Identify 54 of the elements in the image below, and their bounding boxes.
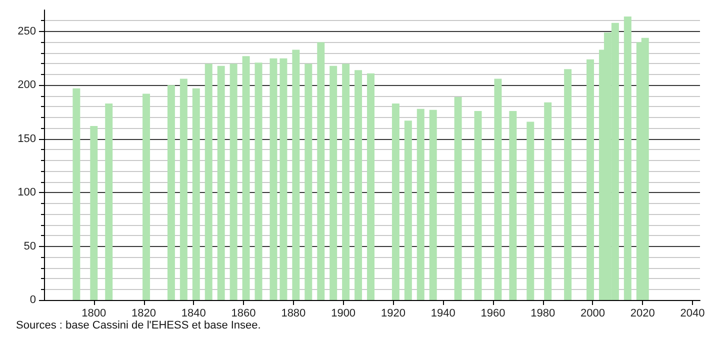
bar bbox=[105, 103, 113, 300]
x-tick-label: 1860 bbox=[231, 308, 256, 320]
y-tick-label: 200 bbox=[18, 79, 36, 92]
bar bbox=[367, 73, 374, 300]
x-tick-label: 2000 bbox=[580, 308, 605, 320]
bar bbox=[354, 70, 362, 300]
x-tick-label: 1840 bbox=[181, 308, 206, 320]
x-tick-label: 2020 bbox=[630, 308, 655, 320]
x-tick-label: 1880 bbox=[281, 308, 306, 320]
y-tick-label: 0 bbox=[30, 294, 36, 306]
bar bbox=[392, 103, 400, 300]
bar bbox=[330, 66, 338, 300]
bar bbox=[270, 58, 278, 300]
bar bbox=[342, 64, 350, 300]
x-tick-label: 1980 bbox=[530, 308, 556, 320]
bar bbox=[586, 59, 594, 300]
bar bbox=[204, 64, 212, 300]
bar bbox=[404, 120, 412, 300]
bar bbox=[429, 110, 437, 300]
bar bbox=[526, 122, 534, 300]
bar bbox=[317, 42, 325, 300]
bar bbox=[454, 97, 462, 300]
x-tick-label: 2040 bbox=[680, 308, 705, 320]
x-tick-label: 1820 bbox=[132, 308, 156, 320]
bar bbox=[304, 64, 312, 300]
source-note: Sources : base Cassini de l'EHESS et base Insee. bbox=[16, 320, 261, 332]
bar bbox=[416, 108, 424, 300]
x-tick-label: 1940 bbox=[430, 308, 456, 320]
bar bbox=[292, 50, 300, 300]
bar bbox=[72, 88, 80, 300]
bar bbox=[494, 78, 502, 300]
bar bbox=[142, 94, 150, 300]
bar bbox=[217, 66, 225, 300]
bar bbox=[230, 64, 238, 300]
bar bbox=[624, 16, 632, 300]
bar bbox=[280, 58, 288, 300]
x-tick-label: 1920 bbox=[380, 308, 406, 320]
bar bbox=[180, 78, 188, 300]
bar bbox=[564, 69, 572, 300]
bar bbox=[474, 110, 482, 300]
y-tick-label: 100 bbox=[18, 186, 36, 199]
bar bbox=[254, 62, 262, 300]
y-tick-label: 250 bbox=[18, 25, 36, 38]
x-tick-label: 1800 bbox=[82, 308, 106, 320]
bar bbox=[509, 110, 517, 300]
y-tick-label: 150 bbox=[18, 132, 36, 145]
x-tick-label: 1960 bbox=[480, 308, 506, 320]
bar bbox=[242, 56, 250, 300]
bar bbox=[167, 85, 175, 300]
bar bbox=[192, 88, 200, 300]
bar bbox=[544, 102, 552, 300]
x-tick-label: 1900 bbox=[331, 308, 356, 320]
bar bbox=[90, 126, 98, 300]
y-tick-label: 50 bbox=[24, 240, 36, 252]
